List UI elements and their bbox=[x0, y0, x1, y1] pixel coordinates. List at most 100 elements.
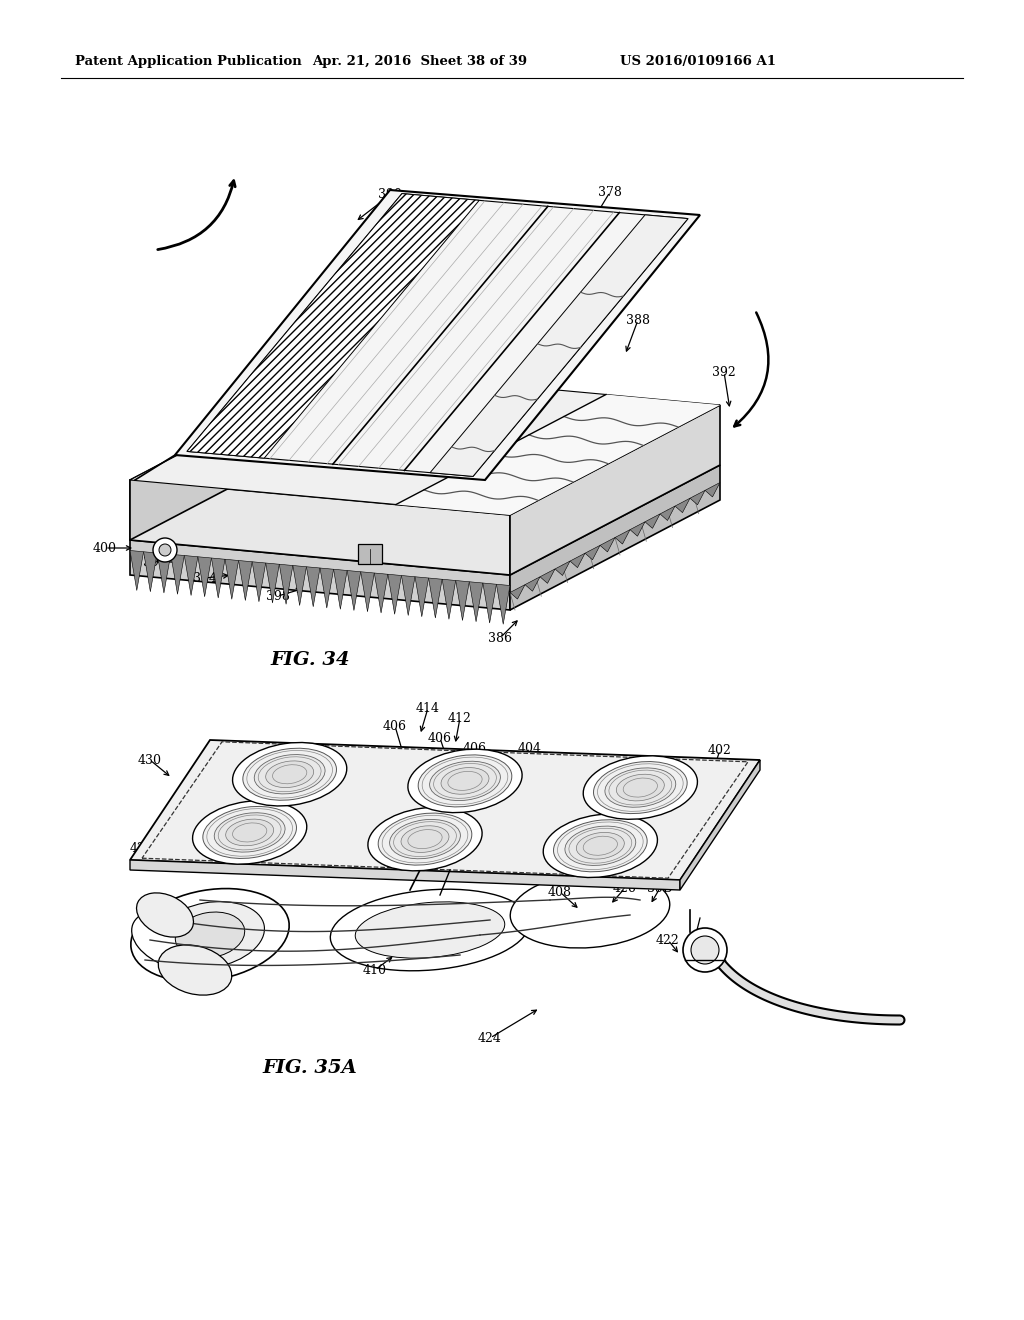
Polygon shape bbox=[175, 190, 700, 480]
Text: 420: 420 bbox=[130, 842, 154, 854]
Ellipse shape bbox=[355, 902, 505, 958]
Polygon shape bbox=[456, 581, 469, 620]
Polygon shape bbox=[293, 565, 306, 606]
Text: 400: 400 bbox=[93, 541, 117, 554]
Text: 424: 424 bbox=[478, 1031, 502, 1044]
Ellipse shape bbox=[605, 768, 676, 808]
Polygon shape bbox=[415, 577, 429, 616]
Ellipse shape bbox=[254, 755, 325, 793]
Ellipse shape bbox=[193, 801, 307, 865]
Polygon shape bbox=[130, 370, 720, 515]
Polygon shape bbox=[265, 564, 280, 603]
Polygon shape bbox=[429, 578, 442, 618]
Polygon shape bbox=[510, 585, 525, 599]
Text: 388: 388 bbox=[626, 314, 650, 326]
Ellipse shape bbox=[175, 912, 245, 958]
Ellipse shape bbox=[232, 743, 347, 807]
Polygon shape bbox=[675, 498, 690, 512]
Ellipse shape bbox=[243, 748, 337, 800]
Text: Patent Application Publication: Patent Application Publication bbox=[75, 55, 302, 69]
Polygon shape bbox=[469, 582, 483, 622]
Polygon shape bbox=[483, 583, 497, 623]
Ellipse shape bbox=[378, 813, 472, 865]
Text: 404: 404 bbox=[518, 742, 542, 755]
Ellipse shape bbox=[331, 890, 529, 970]
Text: 426: 426 bbox=[613, 882, 637, 895]
Polygon shape bbox=[334, 569, 347, 610]
Text: 380: 380 bbox=[475, 252, 499, 264]
Ellipse shape bbox=[156, 902, 264, 969]
Ellipse shape bbox=[368, 808, 482, 871]
Ellipse shape bbox=[225, 820, 273, 846]
Polygon shape bbox=[130, 370, 340, 540]
Polygon shape bbox=[630, 521, 645, 536]
Polygon shape bbox=[157, 553, 171, 593]
Ellipse shape bbox=[389, 820, 461, 859]
FancyBboxPatch shape bbox=[358, 544, 382, 564]
Text: 410: 410 bbox=[362, 964, 387, 977]
Polygon shape bbox=[705, 483, 720, 496]
Text: 406: 406 bbox=[383, 719, 407, 733]
Text: 386: 386 bbox=[488, 631, 512, 644]
Ellipse shape bbox=[554, 820, 647, 871]
Polygon shape bbox=[375, 573, 388, 612]
Polygon shape bbox=[615, 529, 630, 544]
Ellipse shape bbox=[136, 892, 194, 937]
Polygon shape bbox=[319, 568, 334, 609]
Text: 406: 406 bbox=[428, 731, 452, 744]
Ellipse shape bbox=[131, 888, 289, 982]
Polygon shape bbox=[239, 561, 252, 601]
Ellipse shape bbox=[418, 755, 512, 807]
Polygon shape bbox=[690, 490, 705, 504]
Text: 406: 406 bbox=[463, 742, 487, 755]
Polygon shape bbox=[396, 395, 720, 515]
Ellipse shape bbox=[616, 775, 665, 801]
Polygon shape bbox=[660, 506, 675, 520]
Polygon shape bbox=[360, 572, 375, 611]
Text: 402: 402 bbox=[708, 743, 732, 756]
Polygon shape bbox=[401, 576, 415, 615]
Ellipse shape bbox=[430, 762, 501, 800]
Text: 35B: 35B bbox=[203, 754, 227, 767]
Polygon shape bbox=[211, 558, 225, 598]
Ellipse shape bbox=[565, 826, 636, 866]
Ellipse shape bbox=[408, 750, 522, 813]
Polygon shape bbox=[570, 553, 585, 568]
Text: 430: 430 bbox=[138, 754, 162, 767]
Polygon shape bbox=[198, 557, 211, 597]
Text: FIG. 35A: FIG. 35A bbox=[262, 1059, 357, 1077]
Polygon shape bbox=[130, 540, 510, 610]
Text: 412: 412 bbox=[449, 711, 472, 725]
Polygon shape bbox=[510, 465, 720, 610]
Polygon shape bbox=[130, 861, 680, 890]
Polygon shape bbox=[430, 215, 688, 477]
Ellipse shape bbox=[401, 826, 449, 853]
Polygon shape bbox=[680, 760, 760, 890]
Polygon shape bbox=[130, 550, 143, 590]
Ellipse shape bbox=[132, 909, 218, 970]
Text: 422: 422 bbox=[656, 933, 680, 946]
Ellipse shape bbox=[577, 833, 625, 859]
Ellipse shape bbox=[441, 767, 489, 795]
Polygon shape bbox=[442, 579, 456, 619]
Circle shape bbox=[153, 539, 177, 562]
Circle shape bbox=[691, 936, 719, 964]
Text: Apr. 21, 2016  Sheet 38 of 39: Apr. 21, 2016 Sheet 38 of 39 bbox=[312, 55, 527, 69]
Polygon shape bbox=[388, 574, 401, 614]
Text: 378: 378 bbox=[598, 186, 622, 198]
Text: US 2016/0109166 A1: US 2016/0109166 A1 bbox=[620, 55, 776, 69]
Text: 418: 418 bbox=[676, 804, 700, 817]
Ellipse shape bbox=[159, 945, 231, 995]
Circle shape bbox=[159, 544, 171, 556]
Polygon shape bbox=[306, 566, 319, 607]
Polygon shape bbox=[130, 741, 760, 880]
Text: 394: 394 bbox=[356, 231, 380, 244]
Polygon shape bbox=[347, 570, 360, 610]
Polygon shape bbox=[497, 585, 510, 624]
Text: 406: 406 bbox=[493, 751, 517, 764]
Text: 414: 414 bbox=[416, 701, 440, 714]
Ellipse shape bbox=[594, 762, 687, 813]
Ellipse shape bbox=[265, 760, 313, 788]
Text: FIG. 34: FIG. 34 bbox=[270, 651, 350, 669]
Polygon shape bbox=[540, 569, 555, 583]
